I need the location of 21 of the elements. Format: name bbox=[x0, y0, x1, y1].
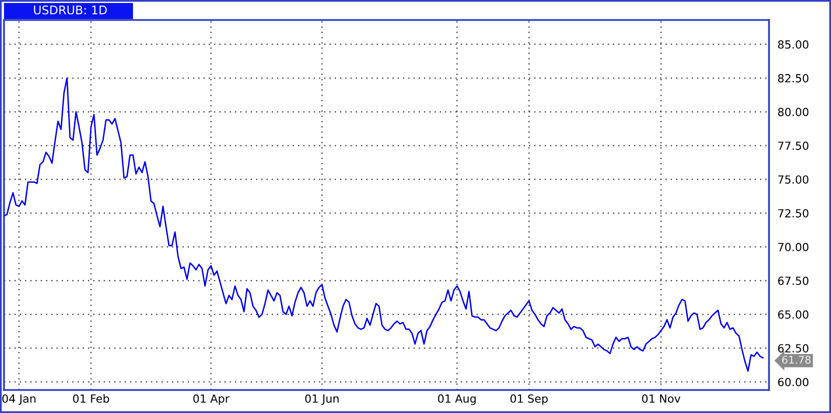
y-tick-label: 80.00 bbox=[778, 108, 808, 116]
x-tick-label: 04 Jan bbox=[2, 394, 36, 405]
y-tick-label: 62.50 bbox=[778, 344, 808, 353]
y-tick-label: 72.50 bbox=[778, 209, 808, 218]
y-tick-label: 75.00 bbox=[778, 175, 808, 184]
y-tick-label: 60.00 bbox=[778, 378, 808, 386]
x-tick-label: 01 Aug bbox=[438, 394, 476, 405]
x-tick-label: 01 Sep bbox=[510, 394, 548, 405]
x-tick-label: 01 Jun bbox=[305, 394, 339, 405]
y-tick-label: 77.50 bbox=[778, 142, 808, 150]
chart-title: USDRUB: 1D bbox=[34, 5, 107, 14]
x-tick-label: 01 Nov bbox=[642, 394, 680, 403]
x-tick-label: 01 Feb bbox=[73, 394, 110, 403]
line-series bbox=[4, 77, 764, 372]
text: 61.78 bbox=[782, 356, 811, 364]
y-tick-label: 82.50 bbox=[778, 74, 808, 82]
y-tick-label: 67.50 bbox=[778, 276, 808, 285]
y-tick-label: 85.00 bbox=[778, 40, 808, 49]
x-tick-label: 01 Apr bbox=[193, 394, 230, 405]
y-tick-label: 65.00 bbox=[778, 310, 808, 319]
y-tick-label: 70.00 bbox=[778, 242, 808, 252]
